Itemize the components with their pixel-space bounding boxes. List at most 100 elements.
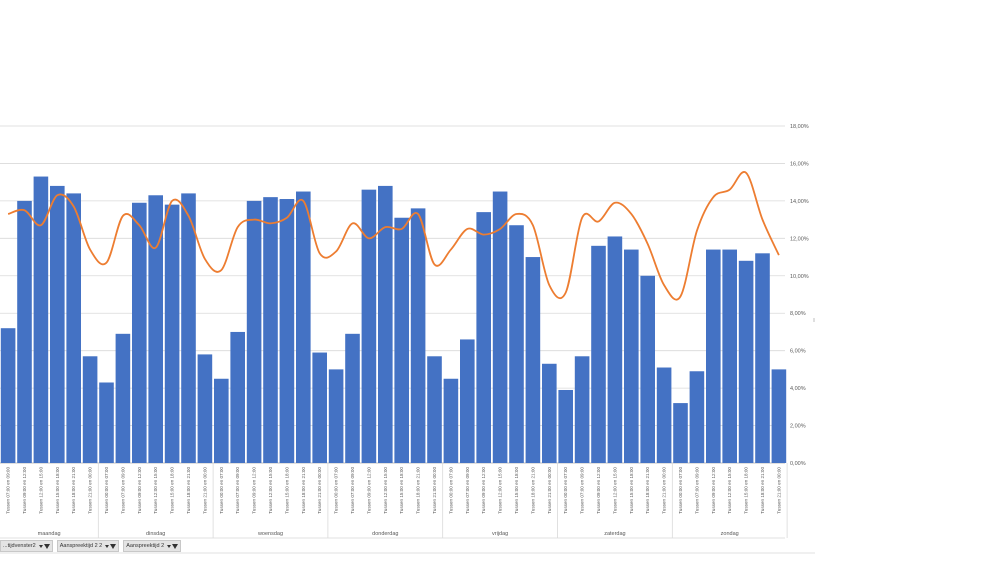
bar <box>706 249 721 463</box>
y-tick-label: 12,00% <box>790 236 809 242</box>
category-axis: Tussen 07:00 en 09:00 Tussen 09:00 en 12:… <box>0 463 815 554</box>
bar <box>230 331 245 463</box>
bar <box>492 191 508 463</box>
x-tick-label: Tussen 15:00 en 18:00 <box>744 467 749 514</box>
bar <box>722 249 737 463</box>
bar <box>673 403 688 463</box>
x-tick-label: Tussen 12:00 en 15:00 <box>153 467 158 514</box>
x-tick-label: Tussen 18:00 en 21:00 <box>301 467 306 514</box>
group-label: maandag <box>38 531 61 537</box>
filter-chip-label: ...tijdvenster2 <box>3 543 36 549</box>
bar <box>148 195 163 463</box>
bar <box>460 339 475 463</box>
y-tick-label: 8,00% <box>790 311 806 317</box>
filter-chip-tijdvenster[interactable]: ...tijdvenster2 <box>0 540 53 552</box>
x-tick-label: Tussen 12:00 en 15:00 <box>268 467 273 514</box>
bar <box>476 212 491 463</box>
x-tick-label: Tussen 18:00 en 21:00 <box>645 467 650 514</box>
x-tick-label: Tussen 07:00 en 09:00 <box>235 467 240 514</box>
bar <box>279 199 295 463</box>
line-path <box>7 171 780 301</box>
bar <box>771 369 787 463</box>
bar <box>755 253 770 463</box>
x-tick-label: Tussen 12:00 en 15:00 <box>383 467 388 514</box>
bar <box>0 328 16 463</box>
x-tick-label: Tussen 07:00 en 09:00 <box>350 467 355 514</box>
bar <box>542 363 557 463</box>
x-tick-label: Tussen 00:00 en 07:00 <box>563 467 568 514</box>
x-tick-label: Tussen 12:00 en 15:00 <box>612 467 617 514</box>
y-tick-label: 18,00% <box>790 124 809 130</box>
bar <box>99 382 114 463</box>
bar <box>17 200 32 463</box>
bar <box>214 378 229 463</box>
bar <box>574 356 590 463</box>
bar <box>591 245 606 463</box>
x-tick-label: Tussen 09:00 en 12:00 <box>252 467 257 514</box>
x-tick-label: Tussen 00:00 en 07:00 <box>219 467 224 514</box>
y-tick-label: 2,00% <box>790 424 806 430</box>
group-label: dinsdag <box>146 531 165 537</box>
x-tick-label: Tussen 09:00 en 12:00 <box>22 467 27 514</box>
x-tick-label: Tussen 09:00 en 12:00 <box>711 467 716 514</box>
dropdown-filter-icon[interactable] <box>105 543 117 549</box>
bar <box>525 257 541 463</box>
x-tick-label: Tussen 09:00 en 12:00 <box>596 467 601 514</box>
filter-chip-label: Aanspreektijd 2 <box>126 543 165 549</box>
dropdown-filter-icon[interactable] <box>167 543 179 549</box>
bar-series <box>0 176 787 464</box>
y-tick-label: 16,00% <box>790 161 809 167</box>
bar <box>558 389 573 463</box>
x-tick-label: Tussen 21:00 en 00:00 <box>317 467 322 514</box>
x-tick-label: Tussen 18:00 en 21:00 <box>530 467 535 514</box>
bar <box>33 176 49 464</box>
x-tick-label: Tussen 09:00 en 12:00 <box>481 467 486 514</box>
x-tick-label: Tussen 00:00 en 07:00 <box>678 467 683 514</box>
bar <box>361 189 377 463</box>
filter-chip-aanspreektijd-2[interactable]: Aanspreektijd 2 <box>123 540 182 552</box>
group-label: zaterdag <box>604 531 625 537</box>
group-label: donderdag <box>372 531 398 537</box>
y-tick-label: 0,00% <box>790 461 806 467</box>
filter-chip-aanspreektijd-2-2[interactable]: Aanspreektijd 2 2 <box>56 540 120 552</box>
bar <box>394 217 409 463</box>
bar <box>132 202 147 463</box>
bar <box>115 333 131 463</box>
bar <box>689 371 705 463</box>
dropdown-filter-icon[interactable] <box>38 543 50 549</box>
x-tick-label: Tussen 15:00 en 18:00 <box>629 467 634 514</box>
x-tick-label: Tussen 21:00 en 00:00 <box>202 467 207 514</box>
y-tick-label: 6,00% <box>790 349 806 355</box>
line-series <box>7 171 780 301</box>
x-tick-label: Tussen 21:00 en 00:00 <box>432 467 437 514</box>
group-label: zondag <box>721 531 739 537</box>
bar <box>410 208 426 463</box>
bar <box>345 333 360 463</box>
x-tick-label: Tussen 21:00 en 00:00 <box>662 467 667 514</box>
bar <box>82 356 98 463</box>
bar <box>378 185 393 463</box>
x-tick-label: Tussen 15:00 en 18:00 <box>170 467 175 514</box>
x-tick-label: Tussen 18:00 en 21:00 <box>71 467 76 514</box>
x-tick-label: Tussen 15:00 en 18:00 <box>399 467 404 514</box>
x-tick-label: Tussen 15:00 en 18:00 <box>514 467 519 514</box>
x-tick-label: Tussen 00:00 en 07:00 <box>448 467 453 514</box>
x-tick-label: Tussen 12:00 en 15:00 <box>727 467 732 514</box>
group-label: woensdag <box>257 531 283 537</box>
field-buttons: ...tijdvenster2 Aanspreektijd 2 2 Aanspr… <box>0 540 182 552</box>
x-tick-label: Tussen 21:00 en 00:00 <box>547 467 552 514</box>
bar <box>738 260 754 463</box>
x-tick-label: Tussen 18:00 en 21:00 <box>186 467 191 514</box>
filter-chip-label: Aanspreektijd 2 2 <box>59 543 103 549</box>
bar <box>624 249 639 463</box>
x-tick-label: Tussen 12:00 en 15:00 <box>498 467 503 514</box>
bar <box>443 378 459 463</box>
x-tick-label: Tussen 18:00 en 21:00 <box>760 467 765 514</box>
bar <box>427 356 442 463</box>
secondary-axis-ticks: 0,00% 2,00% 4,00% 6,00% 8,00% 10,00% 12,00% 14,… <box>790 124 809 467</box>
bar <box>640 275 655 463</box>
bar <box>197 354 213 463</box>
x-tick-label: Tussen 07:00 en 09:00 <box>465 467 470 514</box>
